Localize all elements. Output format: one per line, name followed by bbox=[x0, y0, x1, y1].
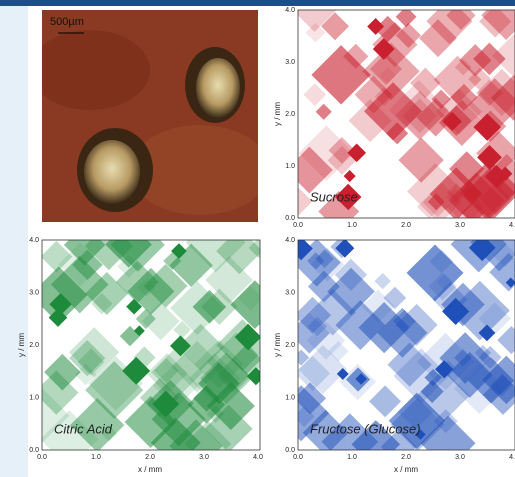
x-tick-label: 0.0 bbox=[293, 222, 303, 229]
x-tick-label: 2.0 bbox=[401, 222, 411, 229]
y-tick-label: 4.0 bbox=[285, 237, 295, 244]
x-axis-label: x / mm bbox=[138, 465, 162, 474]
y-tick-label: 1.0 bbox=[285, 163, 295, 170]
x-tick-label: 2.0 bbox=[145, 454, 155, 461]
top-bar bbox=[0, 0, 515, 6]
map-label: Sucrose bbox=[310, 189, 358, 204]
x-tick-label: 1.0 bbox=[347, 222, 357, 229]
y-tick-label: 1.0 bbox=[285, 394, 295, 401]
x-tick-label: 4.0 bbox=[253, 454, 263, 461]
y-tick-label: 3.0 bbox=[285, 289, 295, 296]
y-tick-label: 4.0 bbox=[285, 7, 295, 14]
y-axis-label: y / mm bbox=[17, 333, 26, 357]
y-tick-label: 3.0 bbox=[29, 289, 39, 296]
y-tick-label: 2.0 bbox=[285, 111, 295, 118]
side-strip bbox=[0, 6, 28, 477]
y-tick-label: 2.0 bbox=[29, 342, 39, 349]
x-tick-label: 1.0 bbox=[347, 454, 357, 461]
map-label: Fructose (Glucose) bbox=[310, 421, 421, 436]
y-tick-label: 0.0 bbox=[29, 447, 39, 454]
y-tick-label: 1.0 bbox=[29, 394, 39, 401]
x-tick-label: 3.0 bbox=[455, 222, 465, 229]
x-tick-label: 3.0 bbox=[199, 454, 209, 461]
x-tick-label: 1.0 bbox=[91, 454, 101, 461]
x-tick-label: 4.0 bbox=[509, 454, 515, 461]
micrograph bbox=[30, 10, 270, 222]
figure: 500µm 0.00.01.01.02.02.03.03.04.04.0y / … bbox=[0, 0, 515, 477]
y-tick-label: 2.0 bbox=[285, 342, 295, 349]
x-axis-label: x / mm bbox=[394, 465, 418, 474]
y-tick-label: 0.0 bbox=[285, 215, 295, 222]
x-tick-label: 3.0 bbox=[455, 454, 465, 461]
y-tick-label: 3.0 bbox=[285, 59, 295, 66]
x-tick-label: 2.0 bbox=[401, 454, 411, 461]
y-axis-label: y / mm bbox=[273, 102, 282, 126]
x-tick-label: 4.0 bbox=[509, 222, 515, 229]
map-label: Citric Acid bbox=[54, 421, 113, 436]
y-tick-label: 4.0 bbox=[29, 237, 39, 244]
x-tick-label: 0.0 bbox=[37, 454, 47, 461]
scale-label: 500µm bbox=[50, 16, 84, 28]
y-axis-label: y / mm bbox=[273, 333, 282, 357]
x-tick-label: 0.0 bbox=[293, 454, 303, 461]
y-tick-label: 0.0 bbox=[285, 447, 295, 454]
